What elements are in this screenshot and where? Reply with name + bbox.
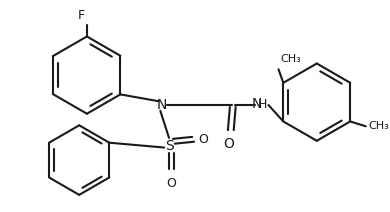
Text: O: O (198, 133, 208, 146)
Text: H: H (258, 98, 268, 111)
Text: N: N (252, 97, 262, 111)
Text: CH₃: CH₃ (369, 121, 389, 131)
Text: CH₃: CH₃ (280, 53, 301, 64)
Text: F: F (78, 9, 85, 22)
Text: N: N (157, 98, 167, 112)
Text: O: O (166, 177, 176, 190)
Text: O: O (223, 137, 234, 151)
Text: S: S (165, 139, 174, 153)
